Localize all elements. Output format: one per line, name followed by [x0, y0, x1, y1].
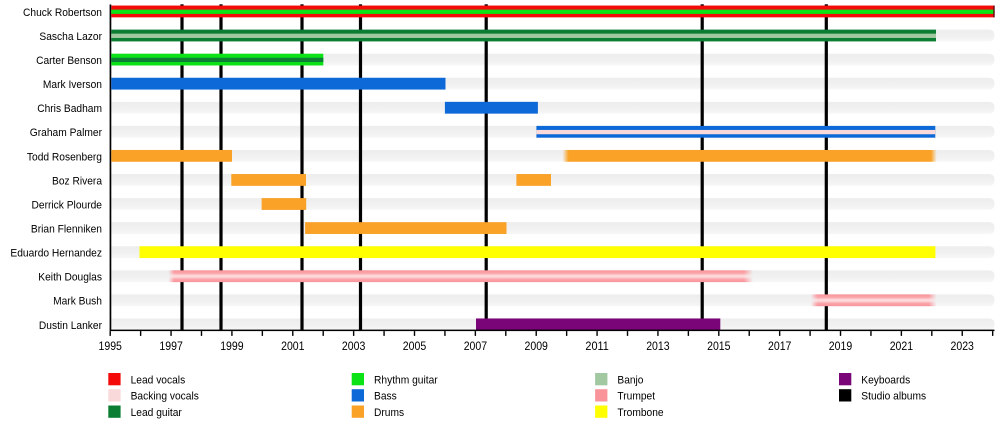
- svg-text:Boz Rivera: Boz Rivera: [52, 175, 103, 187]
- svg-text:Carter Benson: Carter Benson: [36, 55, 102, 67]
- svg-text:1995: 1995: [99, 340, 122, 353]
- svg-text:Keyboards: Keyboards: [861, 374, 910, 386]
- svg-text:Chuck Robertson: Chuck Robertson: [23, 7, 102, 19]
- svg-text:2001: 2001: [281, 340, 304, 353]
- svg-text:2009: 2009: [525, 340, 548, 353]
- svg-text:Eduardo Hernandez: Eduardo Hernandez: [10, 248, 102, 260]
- svg-text:2015: 2015: [707, 340, 730, 353]
- svg-text:2005: 2005: [403, 340, 426, 353]
- svg-text:Bass: Bass: [374, 391, 397, 403]
- svg-text:Keith Douglas: Keith Douglas: [38, 272, 102, 284]
- svg-text:Drums: Drums: [374, 407, 405, 419]
- svg-text:Graham Palmer: Graham Palmer: [30, 127, 103, 139]
- svg-text:2021: 2021: [890, 340, 913, 353]
- svg-text:Banjo: Banjo: [617, 374, 643, 386]
- svg-text:2007: 2007: [464, 340, 487, 353]
- svg-text:Studio albums: Studio albums: [861, 391, 926, 403]
- svg-text:1999: 1999: [220, 340, 243, 353]
- svg-text:Todd Rosenberg: Todd Rosenberg: [27, 151, 102, 163]
- svg-text:1997: 1997: [159, 340, 182, 353]
- svg-text:Rhythm guitar: Rhythm guitar: [374, 374, 438, 386]
- svg-text:Brian Flenniken: Brian Flenniken: [31, 224, 102, 236]
- svg-text:Lead guitar: Lead guitar: [131, 407, 183, 419]
- svg-text:Chris Badham: Chris Badham: [37, 103, 102, 115]
- svg-text:Backing vocals: Backing vocals: [131, 391, 200, 403]
- svg-text:2023: 2023: [951, 340, 974, 353]
- svg-text:Dustin Lanker: Dustin Lanker: [39, 320, 102, 332]
- svg-text:Mark Iverson: Mark Iverson: [43, 79, 102, 91]
- svg-text:Lead vocals: Lead vocals: [131, 374, 186, 386]
- svg-text:Derrick Plourde: Derrick Plourde: [32, 199, 103, 211]
- svg-text:2003: 2003: [342, 340, 365, 353]
- svg-text:Trumpet: Trumpet: [617, 391, 655, 403]
- svg-text:Sascha Lazor: Sascha Lazor: [39, 31, 102, 43]
- svg-text:Trombone: Trombone: [617, 407, 663, 419]
- svg-text:2011: 2011: [585, 340, 608, 353]
- svg-text:Mark Bush: Mark Bush: [53, 296, 102, 308]
- svg-text:2013: 2013: [646, 340, 669, 353]
- svg-text:2017: 2017: [768, 340, 791, 353]
- svg-text:2019: 2019: [829, 340, 852, 353]
